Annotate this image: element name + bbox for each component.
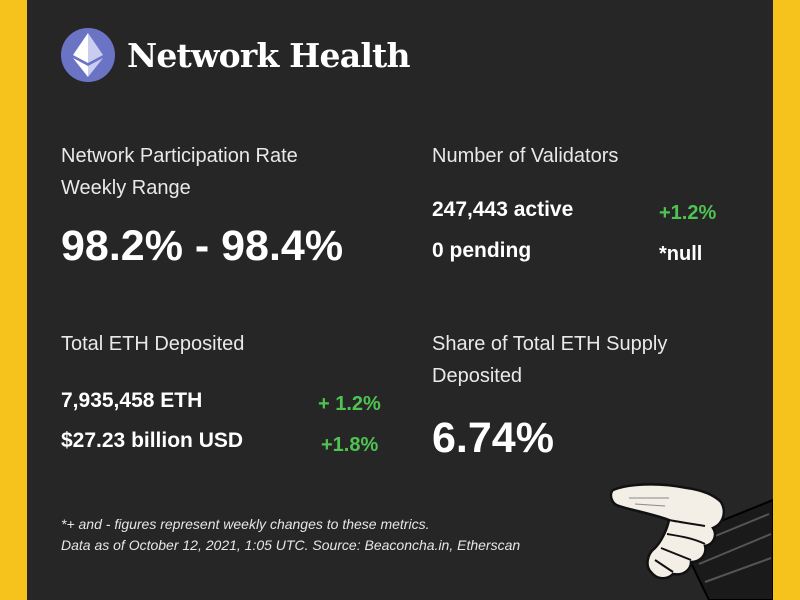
deposited-eth-change: + 1.2% (318, 393, 381, 415)
pointing-hand-icon (609, 483, 773, 600)
participation-value: 98.2% - 98.4% (61, 222, 344, 270)
share-label: Share of Total ETH Supply Deposited (432, 328, 667, 392)
page-title: Network Health (127, 35, 411, 75)
share-label-line2: Deposited (432, 365, 523, 387)
deposited-usd: $27.23 billion USD (61, 429, 244, 452)
validators-pending: 0 pending (432, 239, 532, 262)
participation-label-line1: Network Participation Rate (61, 145, 298, 167)
participation-label-line2: Weekly Range (61, 177, 191, 199)
validators-label: Number of Validators (432, 145, 619, 167)
participation-label: Network Participation Rate Weekly Range (61, 140, 298, 204)
footnote-line1: *+ and - figures represent weekly change… (61, 516, 430, 532)
header: Network Health (61, 28, 411, 82)
network-health-card: Network Health Network Participation Rat… (27, 0, 773, 600)
validators-active-change: +1.2% (659, 202, 717, 224)
validators-pending-change: *null (659, 243, 703, 265)
share-label-line1: Share of Total ETH Supply (432, 333, 668, 355)
share-value: 6.74% (432, 414, 554, 462)
validators-active: 247,443 active (432, 198, 574, 221)
footnote-line2: Data as of October 12, 2021, 1:05 UTC. S… (61, 537, 521, 553)
ethereum-icon (61, 28, 115, 82)
deposited-eth: 7,935,458 ETH (61, 389, 203, 412)
deposited-usd-change: +1.8% (321, 434, 379, 456)
deposited-label: Total ETH Deposited (61, 333, 245, 355)
